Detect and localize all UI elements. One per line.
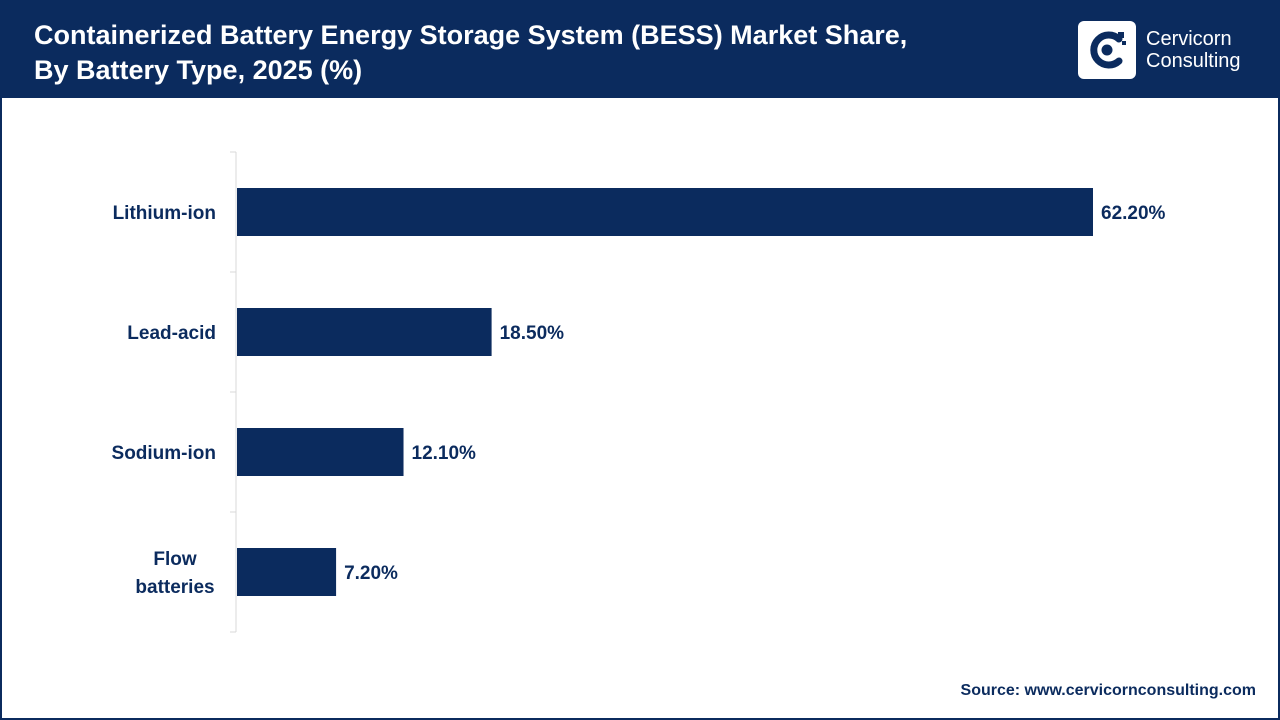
bar bbox=[237, 188, 1093, 236]
bar bbox=[237, 308, 492, 356]
data-label: 62.20% bbox=[1101, 203, 1166, 224]
data-label: 12.10% bbox=[412, 443, 477, 464]
data-label: 18.50% bbox=[500, 323, 565, 344]
category-label: Sodium-ion bbox=[112, 443, 216, 464]
chart-title: Containerized Battery Energy Storage Sys… bbox=[34, 18, 1034, 88]
category-label: Lead-acid bbox=[127, 323, 216, 344]
bar-chart: 62.20% Lithium-ion 18.50% Lead-acid 12.10% So… bbox=[112, 151, 1166, 633]
data-label: 7.20% bbox=[344, 563, 398, 584]
brand-name-line1: Cervicorn bbox=[1146, 28, 1232, 50]
source-note: Source: www.cervicornconsulting.com bbox=[960, 682, 1256, 699]
brand-name: Cervicorn Consulting bbox=[1146, 28, 1241, 72]
chart-title-line1: Containerized Battery Energy Storage Sys… bbox=[34, 20, 908, 50]
brand-logo: Cervicorn Consulting bbox=[1078, 21, 1241, 79]
header-banner: Containerized Battery Energy Storage Sys… bbox=[2, 2, 1278, 98]
brand-name-line2: Consulting bbox=[1146, 50, 1241, 72]
bar bbox=[237, 548, 337, 596]
category-label: batteries bbox=[135, 577, 214, 598]
bar bbox=[237, 428, 404, 476]
chart-title-line2: By Battery Type, 2025 (%) bbox=[34, 55, 363, 85]
category-label: Flow bbox=[153, 549, 196, 570]
category-label: Lithium-ion bbox=[113, 203, 216, 224]
cervicorn-logo-icon bbox=[1078, 21, 1136, 79]
